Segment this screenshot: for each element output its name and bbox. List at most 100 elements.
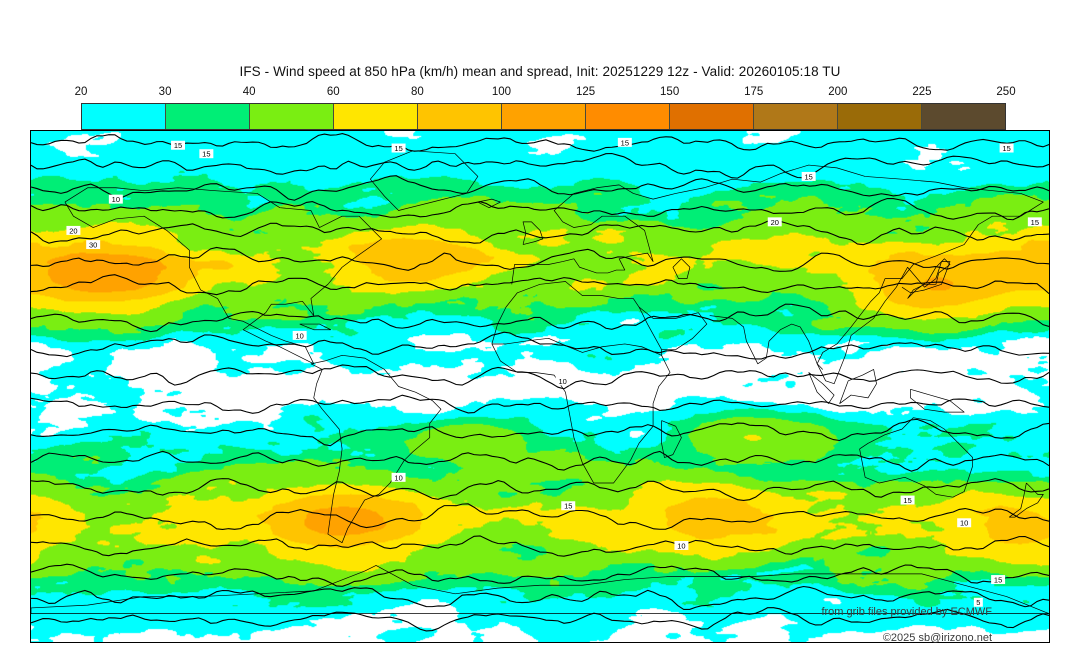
coastline-path-11 [907,258,951,299]
contour-label-10: 10 [112,195,120,204]
contour-label-15: 15 [564,502,572,511]
spread-contour-lat--82 [31,607,1049,632]
spread-contour-lat-34 [31,274,1049,296]
colorbar-swatch-175-200 [754,104,838,129]
page-title: IFS - Wind speed at 850 hPa (km/h) mean … [239,64,841,79]
contour-label-bg-5 [801,171,816,181]
contour-label-bg-3 [617,137,632,147]
colorbar-swatch-80-100 [418,104,502,129]
colorbar-tick-30: 30 [158,86,172,98]
coastline-path-10 [661,420,682,458]
credit-copyright: ©2025 sb@irizono.net [882,632,992,644]
contour-label-bg-9 [767,217,782,227]
colorbar-tick-200: 200 [828,86,848,98]
contour-label-bg-10 [1027,217,1042,227]
spread-contour-lat--46 [31,503,1049,530]
contour-label-bg-19 [973,597,983,607]
colorbar-swatch-200-225 [838,104,922,129]
coastline-path-12 [839,369,877,404]
contour-label-bg-11 [292,330,307,340]
colorbar-tick-labels: 20 30 40 60 80 100 125 150 175 200 225 250 [0,86,1080,102]
coastline-path-15 [638,306,708,350]
colorbar-swatch-30-40 [166,104,250,129]
contour-label-bg-12 [555,376,570,386]
coastline-path-5 [511,164,1044,385]
colorbar-tick-100: 100 [491,86,512,98]
coastline-path-1 [369,150,479,211]
spread-contour-lat--56 [31,535,1049,557]
contour-label-15: 15 [1002,144,1010,153]
spread-contour-lat--6 [31,394,1049,414]
contour-label-15: 15 [202,150,210,159]
colorbar-tick-60: 60 [326,86,340,98]
colorbar-swatch-20-30 [82,104,166,129]
spread-contour-group [31,133,1049,632]
spread-contour-lat-70 [31,175,1049,201]
contour-label-5: 5 [976,598,980,607]
contour-label-bg-6 [108,194,123,204]
contour-label-bg-15 [674,540,689,550]
colorbar-tick-250: 250 [996,86,1016,98]
spread-contour-lat-54 [31,219,1049,246]
colorbar-tick-175: 175 [744,86,764,98]
contour-label-15: 15 [805,172,813,181]
contour-label-20: 20 [69,226,77,235]
colorbar-tick-80: 80 [410,86,424,98]
contour-label-30: 30 [89,241,97,250]
coastline-path-0 [64,187,382,365]
contour-label-10: 10 [394,473,402,482]
spread-contour-lat-86 [31,133,1049,152]
coastline-group [31,150,1049,614]
coastline-path-4 [491,281,662,356]
spread-contour-lat-78 [31,152,1049,179]
colorbar-swatch-150-175 [670,104,754,129]
contour-label-10: 10 [296,331,304,340]
spread-contour-lat-44 [31,246,1049,272]
colorbar-tick-40: 40 [242,86,256,98]
colorbar-swatch-60-80 [334,104,418,129]
coastline-path-16 [672,258,691,279]
contour-label-bg-7 [66,225,81,235]
contour-label-bg-8 [86,240,101,250]
spread-contour-lat--66 [31,563,1049,587]
contour-label-15: 15 [174,141,182,150]
contour-label-bg-2 [391,143,406,153]
contour-label-15: 15 [394,144,402,153]
colorbar-tick-225: 225 [912,86,932,98]
contour-label-15: 15 [1031,218,1039,227]
spread-contour-lat--74 [31,585,1049,610]
colorbar-tick-150: 150 [660,86,680,98]
colorbar-tick-20: 20 [74,86,88,98]
contour-label-bg-0 [171,140,185,150]
coastline-path-14 [522,221,544,245]
contour-label-bg-4 [999,143,1014,153]
spread-contour-lat--36 [31,478,1049,502]
coastline-path-7 [859,417,973,498]
coastlines-and-spread-contours: 15 15 15 15 15 15 10 20 30 20 15 10 10 10 15 10 15 10 15 5 [31,133,1049,632]
credit-source: from grib files provided by ECMWF [821,606,992,618]
spread-contour-lat-4 [31,364,1049,390]
spread-contour-lat--26 [31,450,1049,472]
coastline-path-8 [1009,482,1044,518]
coastline-path-13 [910,388,965,413]
colorbar: 20 30 40 60 80 100 125 150 175 200 225 250 [0,86,1080,130]
coastline-path-19 [808,372,835,404]
colorbar-swatch-225-250 [922,104,1005,129]
wind-speed-mean-field [31,131,1049,642]
contour-label-15: 15 [621,138,629,147]
coastline-path-18 [299,323,332,331]
coastline-path-17 [477,198,501,209]
contour-label-15: 15 [994,576,1002,585]
contour-label-bg-18 [991,575,1006,585]
map-panel[interactable]: 15 15 15 15 15 15 10 20 30 20 15 10 10 10 15 10 15 10 15 5 [30,130,1050,643]
colorbar-swatch-100-125 [502,104,586,129]
contour-label-10: 10 [960,519,968,528]
colorbar-swatch-40-60 [250,104,334,129]
contour-label-bg-1 [199,149,214,159]
contour-label-bg-13 [391,472,406,482]
spread-contour-lat-14 [31,331,1049,360]
contour-label-15: 15 [903,496,911,505]
coastline-path-6 [709,315,823,370]
contour-label-bg-14 [561,501,576,511]
colorbar-tick-125: 125 [575,86,596,98]
